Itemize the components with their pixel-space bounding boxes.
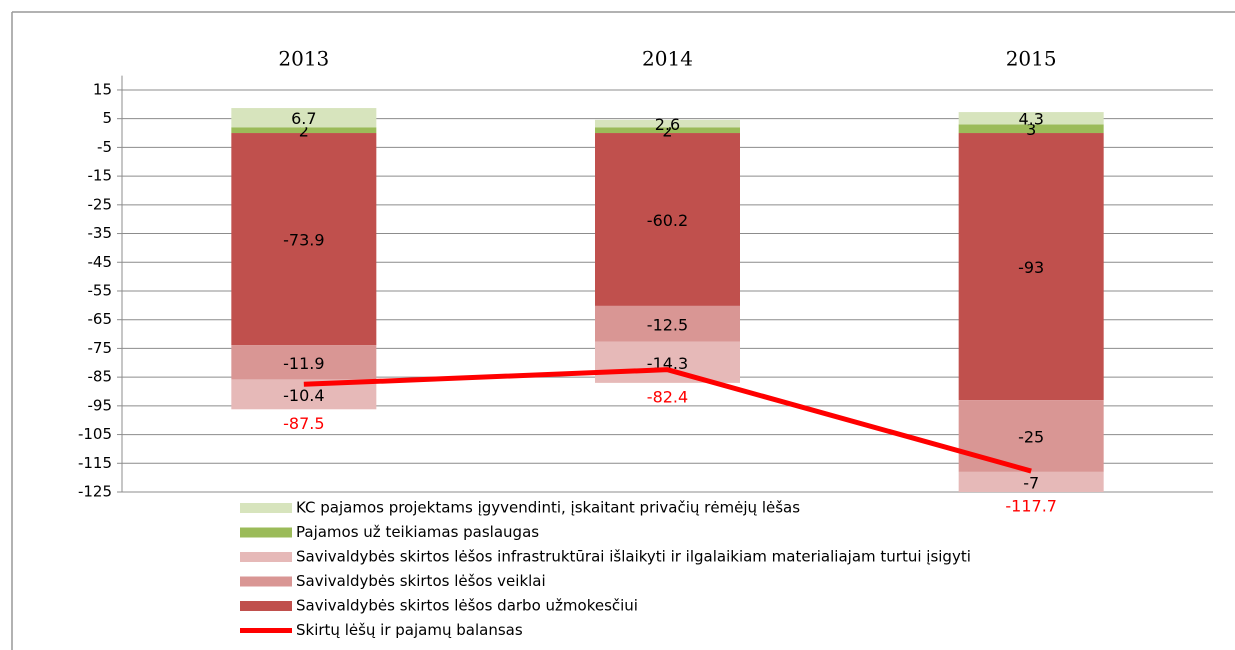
y-tick-label: -115 <box>78 454 112 472</box>
data-label: 4.3 <box>1018 110 1043 129</box>
data-label: 2.6 <box>655 115 680 134</box>
bar-segment <box>231 127 377 134</box>
legend-label: Savivaldybės skirtos lėšos darbo užmokes… <box>296 597 638 615</box>
legend-swatch <box>240 552 292 562</box>
y-tick-label: -35 <box>88 224 113 242</box>
bar-segment <box>958 471 1104 492</box>
line-label: -117.7 <box>1005 497 1057 516</box>
y-tick-label: -15 <box>88 167 113 185</box>
legend-label: KC pajamos projektams įgyvendinti, įskai… <box>296 499 800 517</box>
y-tick-label: -55 <box>88 281 113 299</box>
legend-swatch <box>240 503 292 513</box>
legend-label: Savivaldybės skirtos lėšos veiklai <box>296 572 546 590</box>
data-label: -10.4 <box>283 386 324 405</box>
line-label: -82.4 <box>647 387 688 406</box>
bar-segment <box>595 341 740 383</box>
data-label: 6.7 <box>291 109 316 128</box>
y-tick-label: -85 <box>88 368 113 386</box>
bar-segment <box>958 124 1104 134</box>
y-tick-label: -45 <box>88 253 113 271</box>
bar-segment <box>958 133 1104 401</box>
data-label: -7 <box>1023 473 1039 492</box>
x-tick-label: 2014 <box>642 47 693 71</box>
data-label: -12.5 <box>647 315 688 334</box>
y-tick-label: -65 <box>88 310 113 328</box>
legend-label: Skirtų lėšų ir pajamų balansas <box>296 621 523 639</box>
y-tick-label: -25 <box>88 195 113 213</box>
line <box>303 367 1032 474</box>
legend-swatch <box>240 601 292 611</box>
y-tick-label: -105 <box>78 425 112 443</box>
bar-segment <box>231 108 377 128</box>
y-tick-label: 5 <box>102 109 112 127</box>
bar-segment <box>958 112 1104 125</box>
bar-segment <box>595 127 740 134</box>
bar-segment <box>231 133 377 346</box>
y-tick-label: -5 <box>97 138 112 156</box>
legend-label: Pajamos už teikiamas paslaugas <box>296 523 539 541</box>
data-label: -60.2 <box>647 211 688 230</box>
legend-swatch <box>240 527 292 538</box>
data-label: 2 <box>299 122 309 141</box>
y-tick-label: -95 <box>88 396 113 414</box>
y-tick-label: -125 <box>78 483 112 501</box>
bar-segment <box>231 345 377 380</box>
bar-segment <box>595 133 740 306</box>
data-label: 2 <box>662 122 672 141</box>
x-tick-label: 2013 <box>278 47 329 71</box>
data-label: -73.9 <box>283 231 324 250</box>
line-label: -87.5 <box>283 414 324 433</box>
legend-swatch <box>240 576 292 587</box>
data-label: 3 <box>1026 120 1036 139</box>
bar-segment <box>595 119 740 128</box>
data-label: -11.9 <box>283 354 324 373</box>
data-label: -93 <box>1018 258 1044 277</box>
legend-label: Savivaldybės skirtos lėšos infrastruktūr… <box>296 548 971 566</box>
y-tick-label: 15 <box>93 80 112 98</box>
x-tick-label: 2015 <box>1006 47 1057 71</box>
data-label: -25 <box>1018 428 1044 447</box>
bar-segment <box>595 305 740 342</box>
y-tick-label: -75 <box>88 339 113 357</box>
